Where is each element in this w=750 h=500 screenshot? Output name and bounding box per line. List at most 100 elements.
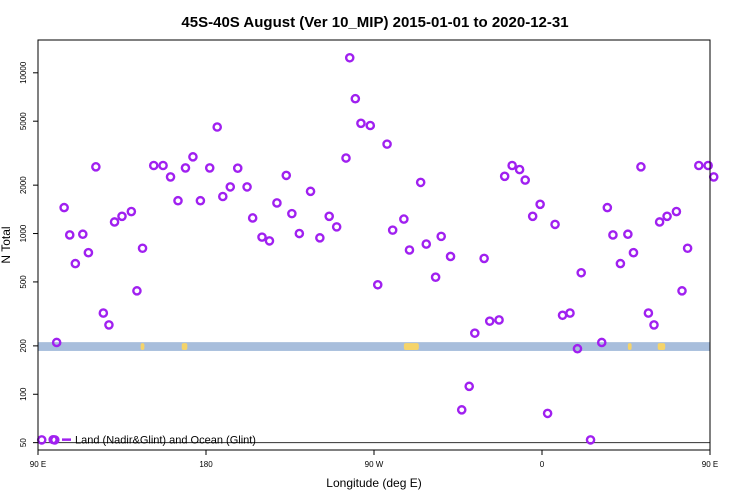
data-point bbox=[137, 243, 148, 254]
data-point bbox=[514, 164, 525, 175]
x-axis: 90 E 180 90 W 0 90 E bbox=[30, 450, 718, 469]
land-patch bbox=[627, 343, 632, 350]
data-point bbox=[126, 206, 137, 217]
data-point bbox=[109, 217, 120, 227]
data-point bbox=[623, 229, 633, 240]
data-point bbox=[173, 195, 183, 206]
data-point bbox=[247, 213, 258, 223]
data-point bbox=[59, 202, 69, 213]
data-point bbox=[649, 320, 659, 330]
data-point bbox=[132, 286, 142, 296]
data-point bbox=[148, 160, 159, 171]
data-point bbox=[643, 308, 654, 318]
legend-marker bbox=[48, 435, 58, 445]
data-point bbox=[662, 211, 672, 222]
data-point bbox=[677, 286, 687, 296]
data-point bbox=[158, 160, 168, 171]
data-point bbox=[535, 199, 545, 210]
y-tick-label: 2000 bbox=[19, 176, 28, 194]
data-point bbox=[565, 308, 575, 318]
data-point bbox=[436, 231, 447, 242]
y-axis: 50 100 200 500 1000 2000 5000 10000 bbox=[19, 61, 38, 447]
data-point bbox=[484, 316, 495, 326]
y-tick-label: 200 bbox=[19, 339, 28, 353]
data-point bbox=[365, 120, 376, 131]
x-tick-label: 90 W bbox=[365, 460, 384, 469]
data-point bbox=[479, 253, 489, 264]
data-point bbox=[628, 247, 639, 258]
data-point bbox=[315, 233, 325, 243]
data-point bbox=[104, 320, 114, 330]
data-point bbox=[608, 230, 618, 240]
y-tick-label: 500 bbox=[19, 275, 28, 289]
data-point bbox=[694, 160, 704, 171]
data-point bbox=[372, 279, 383, 290]
data-point bbox=[232, 163, 243, 173]
data-point bbox=[225, 182, 236, 192]
data-point bbox=[281, 170, 292, 181]
data-point bbox=[494, 315, 504, 325]
data-point bbox=[382, 139, 392, 149]
data-point bbox=[399, 214, 409, 224]
data-point bbox=[356, 118, 366, 129]
data-point bbox=[557, 310, 568, 321]
land-patch bbox=[657, 343, 666, 350]
land-patch bbox=[403, 343, 419, 350]
data-point bbox=[585, 435, 596, 445]
data-point bbox=[615, 258, 626, 269]
data-point bbox=[469, 328, 480, 338]
data-point bbox=[180, 163, 191, 173]
band-rect bbox=[38, 342, 710, 351]
data-point bbox=[287, 208, 297, 219]
data-point bbox=[212, 122, 222, 132]
x-axis-label: Longitude (deg E) bbox=[326, 476, 421, 490]
data-point bbox=[257, 232, 267, 242]
data-point bbox=[550, 219, 560, 230]
data-point bbox=[527, 211, 538, 222]
data-point bbox=[64, 230, 75, 240]
x-tick-label: 90 E bbox=[702, 460, 718, 469]
data-point bbox=[520, 175, 531, 185]
data-point bbox=[430, 272, 441, 282]
data-point bbox=[576, 267, 587, 278]
data-point bbox=[272, 198, 282, 208]
data-point bbox=[387, 225, 398, 235]
data-point bbox=[464, 381, 475, 392]
y-tick-label: 5000 bbox=[19, 112, 28, 130]
data-point bbox=[195, 195, 206, 206]
y-axis-label: N Total bbox=[0, 226, 13, 263]
y-tick-label: 10000 bbox=[19, 61, 28, 84]
x-tick-label: 180 bbox=[199, 460, 213, 469]
data-point bbox=[456, 405, 467, 415]
data-point bbox=[499, 171, 510, 182]
data-point bbox=[188, 152, 198, 162]
data-points bbox=[36, 52, 719, 445]
data-point bbox=[294, 228, 305, 239]
y-tick-label: 1000 bbox=[19, 224, 28, 242]
data-point bbox=[596, 337, 607, 348]
data-point bbox=[305, 186, 316, 197]
data-point bbox=[654, 217, 665, 227]
plot-frame bbox=[37, 39, 711, 451]
x-tick-label: 0 bbox=[540, 460, 545, 469]
data-point bbox=[602, 202, 613, 213]
data-point bbox=[682, 243, 693, 254]
data-point bbox=[341, 153, 351, 163]
data-point bbox=[98, 308, 109, 318]
land-patches bbox=[140, 343, 666, 350]
coverage-band bbox=[38, 342, 710, 351]
legend-label: Land (Nadir&Glint) and Ocean (Glint) bbox=[75, 435, 256, 447]
data-point bbox=[83, 247, 94, 258]
chart-title: 45S-40S August (Ver 10_MIP) 2015-01-01 t… bbox=[181, 14, 568, 31]
data-point bbox=[703, 160, 713, 171]
data-point bbox=[242, 182, 252, 192]
data-point bbox=[572, 343, 583, 354]
data-point bbox=[344, 52, 355, 63]
y-tick-label: 100 bbox=[19, 387, 28, 401]
data-point bbox=[78, 229, 88, 240]
data-point bbox=[421, 239, 432, 249]
data-point bbox=[331, 222, 342, 232]
data-point bbox=[217, 191, 228, 202]
data-point bbox=[350, 93, 361, 104]
